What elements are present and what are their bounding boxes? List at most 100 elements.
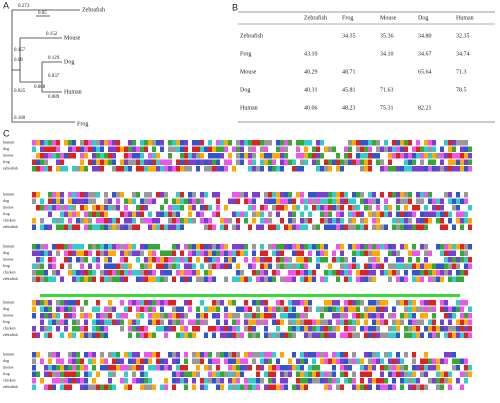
residue [404, 257, 408, 263]
residue [212, 378, 216, 384]
residue [296, 371, 300, 377]
residue [380, 218, 384, 224]
residue [224, 263, 228, 269]
residue [248, 244, 252, 250]
residue [320, 319, 324, 325]
residue [88, 300, 92, 306]
residue [88, 244, 92, 250]
residue [172, 146, 176, 152]
residue [440, 211, 444, 217]
residue [448, 276, 452, 282]
residue [432, 211, 436, 217]
residue [372, 166, 376, 172]
residue [220, 146, 224, 152]
residue [240, 140, 244, 146]
residue [256, 319, 260, 325]
residue [316, 319, 320, 325]
residue [352, 211, 356, 217]
residue [188, 352, 192, 358]
residue [464, 224, 468, 230]
residue [376, 257, 380, 263]
residue [396, 384, 400, 390]
residue [332, 140, 336, 146]
residue [64, 166, 68, 172]
residue [276, 146, 280, 152]
residue [212, 211, 216, 217]
residue [420, 378, 424, 384]
residue [368, 371, 372, 377]
residue [76, 306, 80, 312]
residue [380, 224, 384, 230]
residue [420, 270, 424, 276]
residue [244, 332, 248, 338]
residue [264, 257, 268, 263]
residue [364, 205, 368, 211]
species-label: human [3, 243, 14, 248]
residue [196, 159, 200, 165]
residue [220, 378, 224, 384]
residue [220, 313, 224, 319]
residue [292, 263, 296, 269]
residue [332, 319, 336, 325]
residue [108, 192, 112, 198]
residue [144, 159, 148, 165]
residue [324, 276, 328, 282]
residue [52, 306, 56, 312]
residue [48, 326, 52, 332]
residue [128, 263, 132, 269]
residue [120, 244, 124, 250]
residue [376, 211, 380, 217]
residue [164, 332, 168, 338]
residue [152, 205, 156, 211]
residue [188, 270, 192, 276]
residue [132, 306, 136, 312]
residue [160, 244, 164, 250]
residue [76, 300, 80, 306]
residue [128, 352, 132, 358]
residue [324, 192, 328, 198]
residue [364, 211, 368, 217]
residue [268, 276, 272, 282]
residue [68, 378, 72, 384]
residue [68, 276, 72, 282]
residue [196, 153, 200, 159]
residue [288, 371, 292, 377]
residue [356, 159, 360, 165]
residue [208, 300, 212, 306]
residue [72, 300, 76, 306]
residue [32, 192, 36, 198]
residue [376, 358, 380, 364]
residue [380, 365, 384, 371]
residue [404, 270, 408, 276]
residue [348, 218, 352, 224]
residue [300, 276, 304, 282]
residue [32, 384, 36, 390]
residue [380, 270, 384, 276]
residue [260, 378, 264, 384]
residue [468, 378, 472, 384]
residue [52, 224, 56, 230]
residue [396, 300, 400, 306]
residue [288, 300, 292, 306]
residue [228, 166, 232, 172]
residue [288, 205, 292, 211]
residue [312, 326, 316, 332]
residue [184, 378, 188, 384]
residue [416, 378, 420, 384]
residue [260, 146, 264, 152]
residue [424, 270, 428, 276]
residue [176, 306, 180, 312]
residue [76, 313, 80, 319]
residue [300, 365, 304, 371]
residue [368, 263, 372, 269]
residue [132, 140, 136, 146]
residue [144, 332, 148, 338]
residue [48, 250, 52, 256]
residue [420, 211, 424, 217]
residue [272, 140, 276, 146]
residue [164, 244, 168, 250]
residue [340, 276, 344, 282]
residue [228, 300, 232, 306]
residue [176, 192, 180, 198]
residue [136, 300, 140, 306]
